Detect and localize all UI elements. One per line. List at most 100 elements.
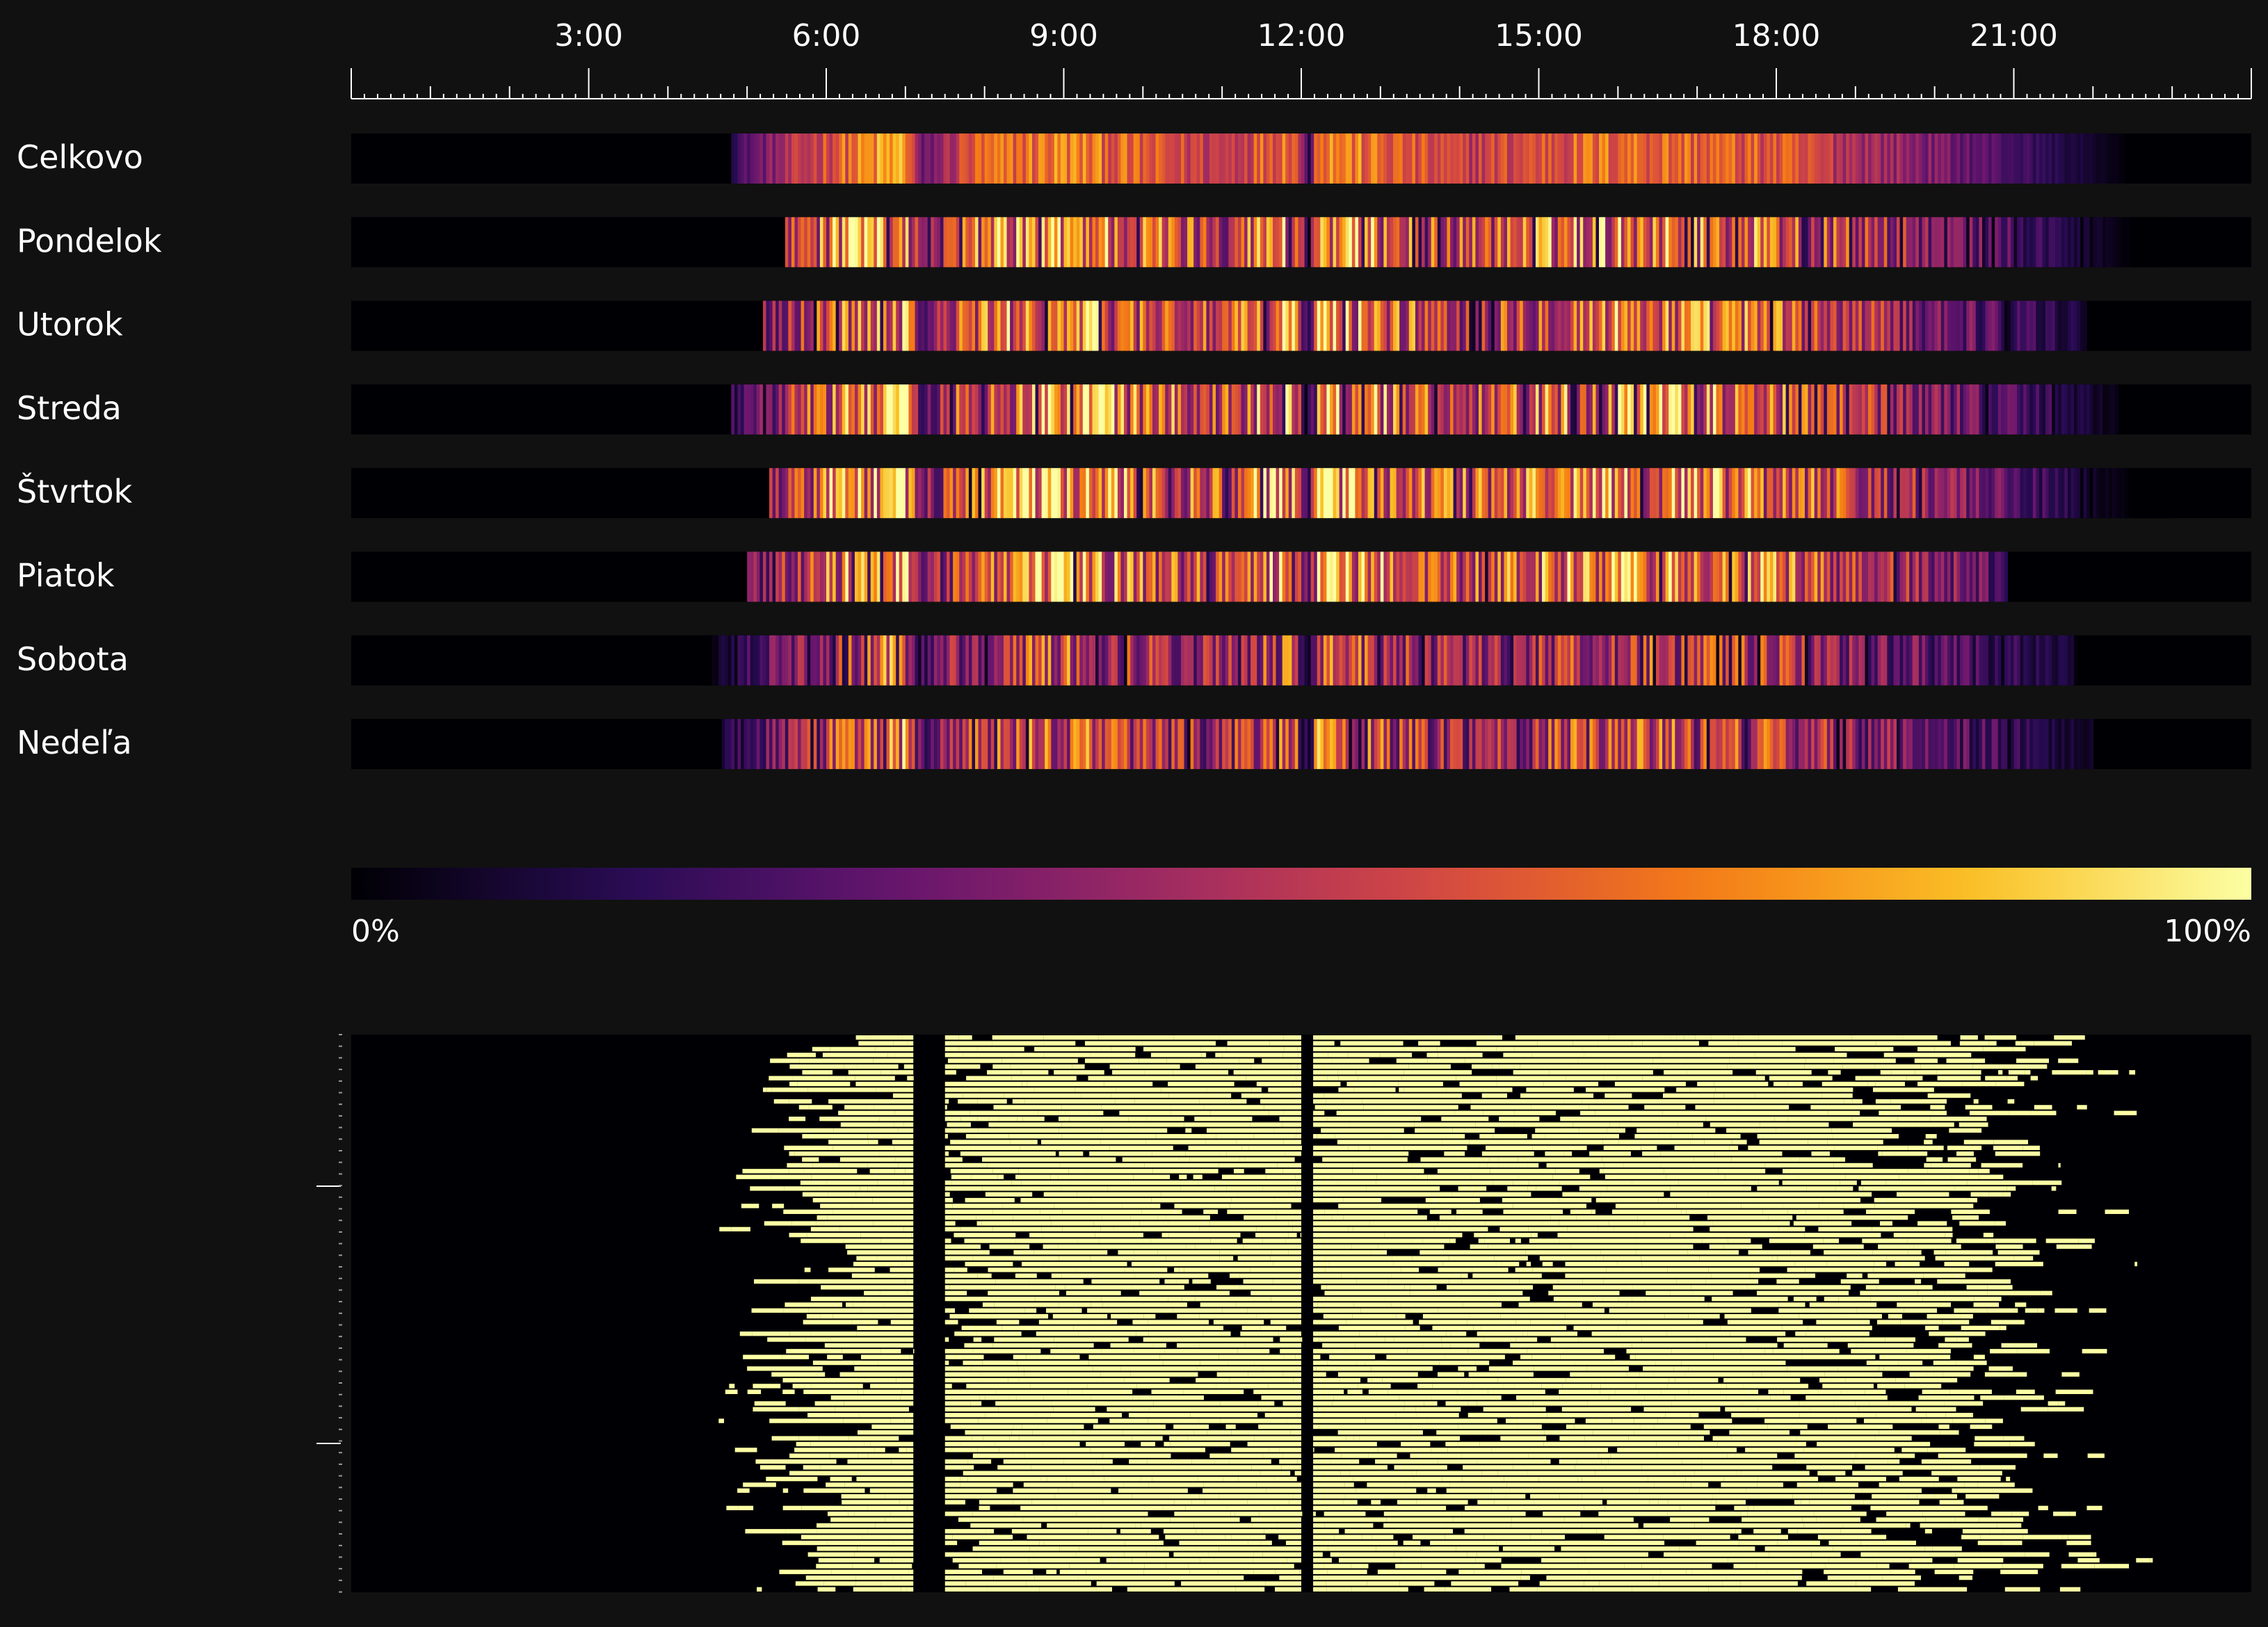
heatmap-cell bbox=[1310, 133, 1314, 184]
heatmap-cell bbox=[1171, 300, 1175, 351]
heatmap-cell bbox=[1047, 300, 1052, 351]
heatmap-cell bbox=[1883, 468, 1888, 519]
heatmap-cell bbox=[1086, 468, 1090, 519]
heatmap-cell bbox=[1789, 217, 1793, 268]
raster-segment bbox=[832, 1151, 880, 1156]
heatmap-cell bbox=[1339, 300, 1343, 351]
heatmap-cell bbox=[1339, 468, 1343, 519]
heatmap-cell bbox=[1634, 300, 1638, 351]
raster-segment bbox=[1024, 1099, 1061, 1104]
heatmap-cell bbox=[1687, 551, 1691, 602]
raster-segment bbox=[1821, 1221, 1852, 1226]
heatmap-cell bbox=[1292, 635, 1296, 686]
heatmap-cell bbox=[1396, 300, 1400, 351]
raster-segment bbox=[2078, 1238, 2095, 1243]
heatmap-cell bbox=[1890, 384, 1895, 435]
heatmap-cell bbox=[1506, 635, 1511, 686]
raster-segment bbox=[1041, 1128, 1059, 1133]
raster-segment bbox=[1058, 1116, 1070, 1122]
heatmap-cell bbox=[829, 551, 833, 602]
heatmap-cell bbox=[1877, 468, 1881, 519]
heatmap-cell bbox=[1250, 384, 1255, 435]
raster-segment bbox=[1709, 1244, 1724, 1249]
heatmap-cell bbox=[833, 133, 837, 184]
raster-segment bbox=[1915, 1122, 1954, 1127]
raster-segment bbox=[1295, 1174, 1301, 1179]
raster-segment bbox=[950, 1169, 993, 1174]
heatmap-cell bbox=[2137, 217, 2141, 268]
heatmap-cell bbox=[1849, 551, 1853, 602]
heatmap-cell bbox=[1082, 300, 1086, 351]
heatmap-cell bbox=[1079, 300, 1084, 351]
heatmap-cell bbox=[867, 719, 871, 770]
heatmap-cell bbox=[975, 384, 979, 435]
heatmap-cell bbox=[1412, 217, 1416, 268]
heatmap-cell bbox=[1694, 635, 1698, 686]
heatmap-cell bbox=[1599, 300, 1603, 351]
raster-segment bbox=[1921, 1180, 1968, 1185]
heatmap-cell bbox=[1675, 300, 1679, 351]
raster-segment bbox=[1008, 1134, 1018, 1139]
raster-segment bbox=[1529, 1238, 1560, 1243]
heatmap-cell bbox=[1903, 133, 1907, 184]
raster-segment bbox=[1659, 1128, 1716, 1133]
heatmap-cell bbox=[1577, 133, 1581, 184]
heatmap-cell bbox=[1608, 635, 1612, 686]
heatmap-cell bbox=[1317, 635, 1321, 686]
raster-segment bbox=[965, 1134, 973, 1139]
raster-segment bbox=[1266, 1174, 1296, 1179]
heatmap-cell bbox=[978, 551, 982, 602]
heatmap-cell bbox=[896, 384, 900, 435]
heatmap-cell bbox=[1380, 384, 1384, 435]
heatmap-cell bbox=[1390, 551, 1394, 602]
heatmap-cell bbox=[1855, 300, 1859, 351]
heatmap-cell bbox=[2083, 384, 2087, 435]
heatmap-cell bbox=[1871, 133, 1875, 184]
raster-segment bbox=[981, 1221, 1052, 1226]
heatmap-cell bbox=[1881, 468, 1885, 519]
heatmap-cell bbox=[1735, 217, 1739, 268]
heatmap-cell bbox=[1817, 217, 1821, 268]
raster-segment bbox=[944, 1215, 976, 1220]
heatmap-cell bbox=[2077, 133, 2081, 184]
raster-segment bbox=[1985, 1076, 2007, 1080]
heatmap-cell bbox=[778, 133, 782, 184]
heatmap-cell bbox=[880, 635, 884, 686]
raster-segment bbox=[1582, 1099, 1638, 1104]
heatmap-cell bbox=[1177, 719, 1182, 770]
heatmap-cell bbox=[2159, 468, 2164, 519]
heatmap-cell bbox=[1849, 384, 1853, 435]
raster-segment bbox=[1102, 1215, 1131, 1220]
heatmap-cell bbox=[1263, 719, 1267, 770]
heatmap-cell bbox=[1060, 551, 1065, 602]
heatmap-cell bbox=[1928, 635, 1932, 686]
heatmap-cell bbox=[1136, 719, 1141, 770]
raster-segment bbox=[1050, 1174, 1059, 1179]
heatmap-cell bbox=[1991, 635, 1995, 686]
raster-segment bbox=[1454, 1180, 1493, 1185]
raster-segment bbox=[1297, 1064, 1301, 1069]
raster-segment bbox=[1119, 1110, 1171, 1115]
heatmap-cell bbox=[1371, 133, 1375, 184]
heatmap-cell bbox=[1086, 133, 1090, 184]
raster-segment bbox=[789, 1081, 798, 1087]
heatmap-cell bbox=[1767, 719, 1771, 770]
heatmap-cell bbox=[1570, 635, 1575, 686]
heatmap-cell bbox=[1722, 551, 1726, 602]
heatmap-cell bbox=[1956, 719, 1961, 770]
heatmap-cell bbox=[1741, 635, 1746, 686]
raster-segment bbox=[1514, 1110, 1556, 1115]
raster-segment bbox=[944, 1204, 953, 1208]
heatmap-cell bbox=[1396, 468, 1400, 519]
raster-segment bbox=[1515, 1035, 1575, 1040]
heatmap-cell bbox=[1206, 719, 1210, 770]
heatmap-cell bbox=[2048, 217, 2052, 268]
heatmap-cell bbox=[1624, 133, 1628, 184]
raster-segment bbox=[1104, 1081, 1153, 1087]
raster-segment bbox=[1313, 1256, 1326, 1261]
heatmap-cell bbox=[1868, 468, 1872, 519]
heatmap-cell bbox=[823, 384, 827, 435]
heatmap-cell bbox=[1488, 635, 1492, 686]
heatmap-cell bbox=[1675, 468, 1679, 519]
heatmap-cell bbox=[1294, 217, 1299, 268]
